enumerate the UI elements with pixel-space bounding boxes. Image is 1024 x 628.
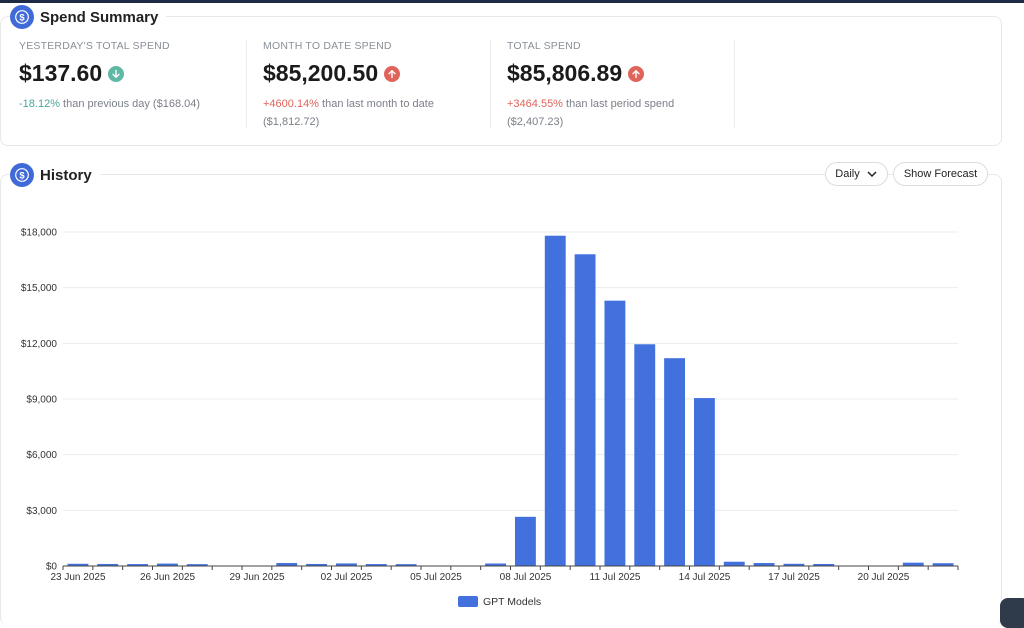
stat-delta-pct: -18.12%	[19, 98, 60, 110]
chat-widget-button[interactable]	[1000, 598, 1024, 628]
arrow-up-icon	[628, 66, 644, 82]
bar-15-jul-2025[interactable]	[724, 562, 745, 566]
y-tick-label: $18,000	[21, 228, 58, 239]
bar-13-jul-2025[interactable]	[664, 358, 685, 566]
svg-text:$: $	[19, 12, 25, 23]
x-tick-label: 14 Jul 2025	[679, 572, 731, 583]
dollar-icon: $	[10, 5, 34, 29]
stat-delta: -18.12% than previous day ($168.04)	[19, 95, 244, 113]
bar-10-jul-2025[interactable]	[575, 254, 596, 566]
show-forecast-button[interactable]: Show Forecast	[893, 162, 988, 186]
stat-yesterday: YESTERDAY'S TOTAL SPEND $137.60 -18.12% …	[19, 40, 244, 113]
stat-label: TOTAL SPEND	[507, 40, 717, 52]
stat-delta-pct: +3464.55%	[507, 98, 563, 110]
history-header: $ History	[10, 163, 100, 187]
bar-08-jul-2025[interactable]	[515, 517, 536, 566]
granularity-label: Daily	[835, 168, 859, 180]
spend-summary-title: Spend Summary	[40, 9, 158, 26]
x-tick-label: 20 Jul 2025	[858, 572, 910, 583]
granularity-dropdown[interactable]: Daily	[825, 162, 888, 186]
arrow-up-icon	[384, 66, 400, 82]
x-tick-label: 11 Jul 2025	[590, 572, 641, 583]
stat-label: YESTERDAY'S TOTAL SPEND	[19, 40, 244, 52]
history-bar-chart: $0 $3,000 $6,000 $9,000 $12,000 $15,000 $18,00…	[0, 200, 1000, 613]
dollar-icon: $	[10, 163, 34, 187]
bar-14-jul-2025[interactable]	[694, 398, 715, 566]
x-tick-label: 08 Jul 2025	[500, 572, 552, 583]
y-tick-label: $0	[46, 562, 58, 573]
y-tick-label: $15,000	[21, 283, 58, 294]
y-tick-label: $9,000	[26, 395, 57, 406]
stat-value: $137.60	[19, 60, 102, 87]
stat-total: TOTAL SPEND $85,806.89 +3464.55% than la…	[507, 40, 717, 131]
y-tick-label: $6,000	[26, 450, 57, 461]
x-tick-label: 23 Jun 2025	[50, 572, 105, 583]
bar-09-jul-2025[interactable]	[545, 236, 566, 566]
stat-divider	[734, 40, 735, 128]
x-tick-label: 05 Jul 2025	[410, 572, 462, 583]
bar-21-jul-2025[interactable]	[903, 563, 924, 566]
y-tick-label: $3,000	[26, 506, 57, 517]
bar-11-jul-2025[interactable]	[604, 301, 625, 566]
stat-delta: +3464.55% than last period spend ($2,407…	[507, 95, 717, 131]
svg-text:$: $	[19, 170, 25, 181]
x-tick-label: 02 Jul 2025	[321, 572, 373, 583]
x-tick-label: 17 Jul 2025	[768, 572, 820, 583]
legend-label[interactable]: GPT Models	[483, 596, 541, 608]
stat-value: $85,806.89	[507, 60, 622, 87]
bar-12-jul-2025[interactable]	[634, 344, 655, 566]
stat-month-to-date: MONTH TO DATE SPEND $85,200.50 +4600.14%…	[263, 40, 463, 131]
stat-delta-text: than previous day ($168.04)	[60, 98, 200, 110]
stat-delta: +4600.14% than last month to date ($1,81…	[263, 95, 463, 131]
arrow-down-icon	[108, 66, 124, 82]
y-tick-label: $12,000	[21, 339, 58, 350]
top-border	[0, 0, 1024, 3]
stat-divider	[490, 40, 491, 128]
spend-summary-header: $ Spend Summary	[10, 5, 166, 29]
x-tick-label: 26 Jun 2025	[140, 572, 195, 583]
legend-swatch[interactable]	[458, 596, 478, 607]
stat-delta-pct: +4600.14%	[263, 98, 319, 110]
history-title: History	[40, 167, 92, 184]
chevron-down-icon	[866, 168, 878, 180]
stat-value: $85,200.50	[263, 60, 378, 87]
stat-label: MONTH TO DATE SPEND	[263, 40, 463, 52]
stat-divider	[246, 40, 247, 128]
x-tick-label: 29 Jun 2025	[229, 572, 284, 583]
